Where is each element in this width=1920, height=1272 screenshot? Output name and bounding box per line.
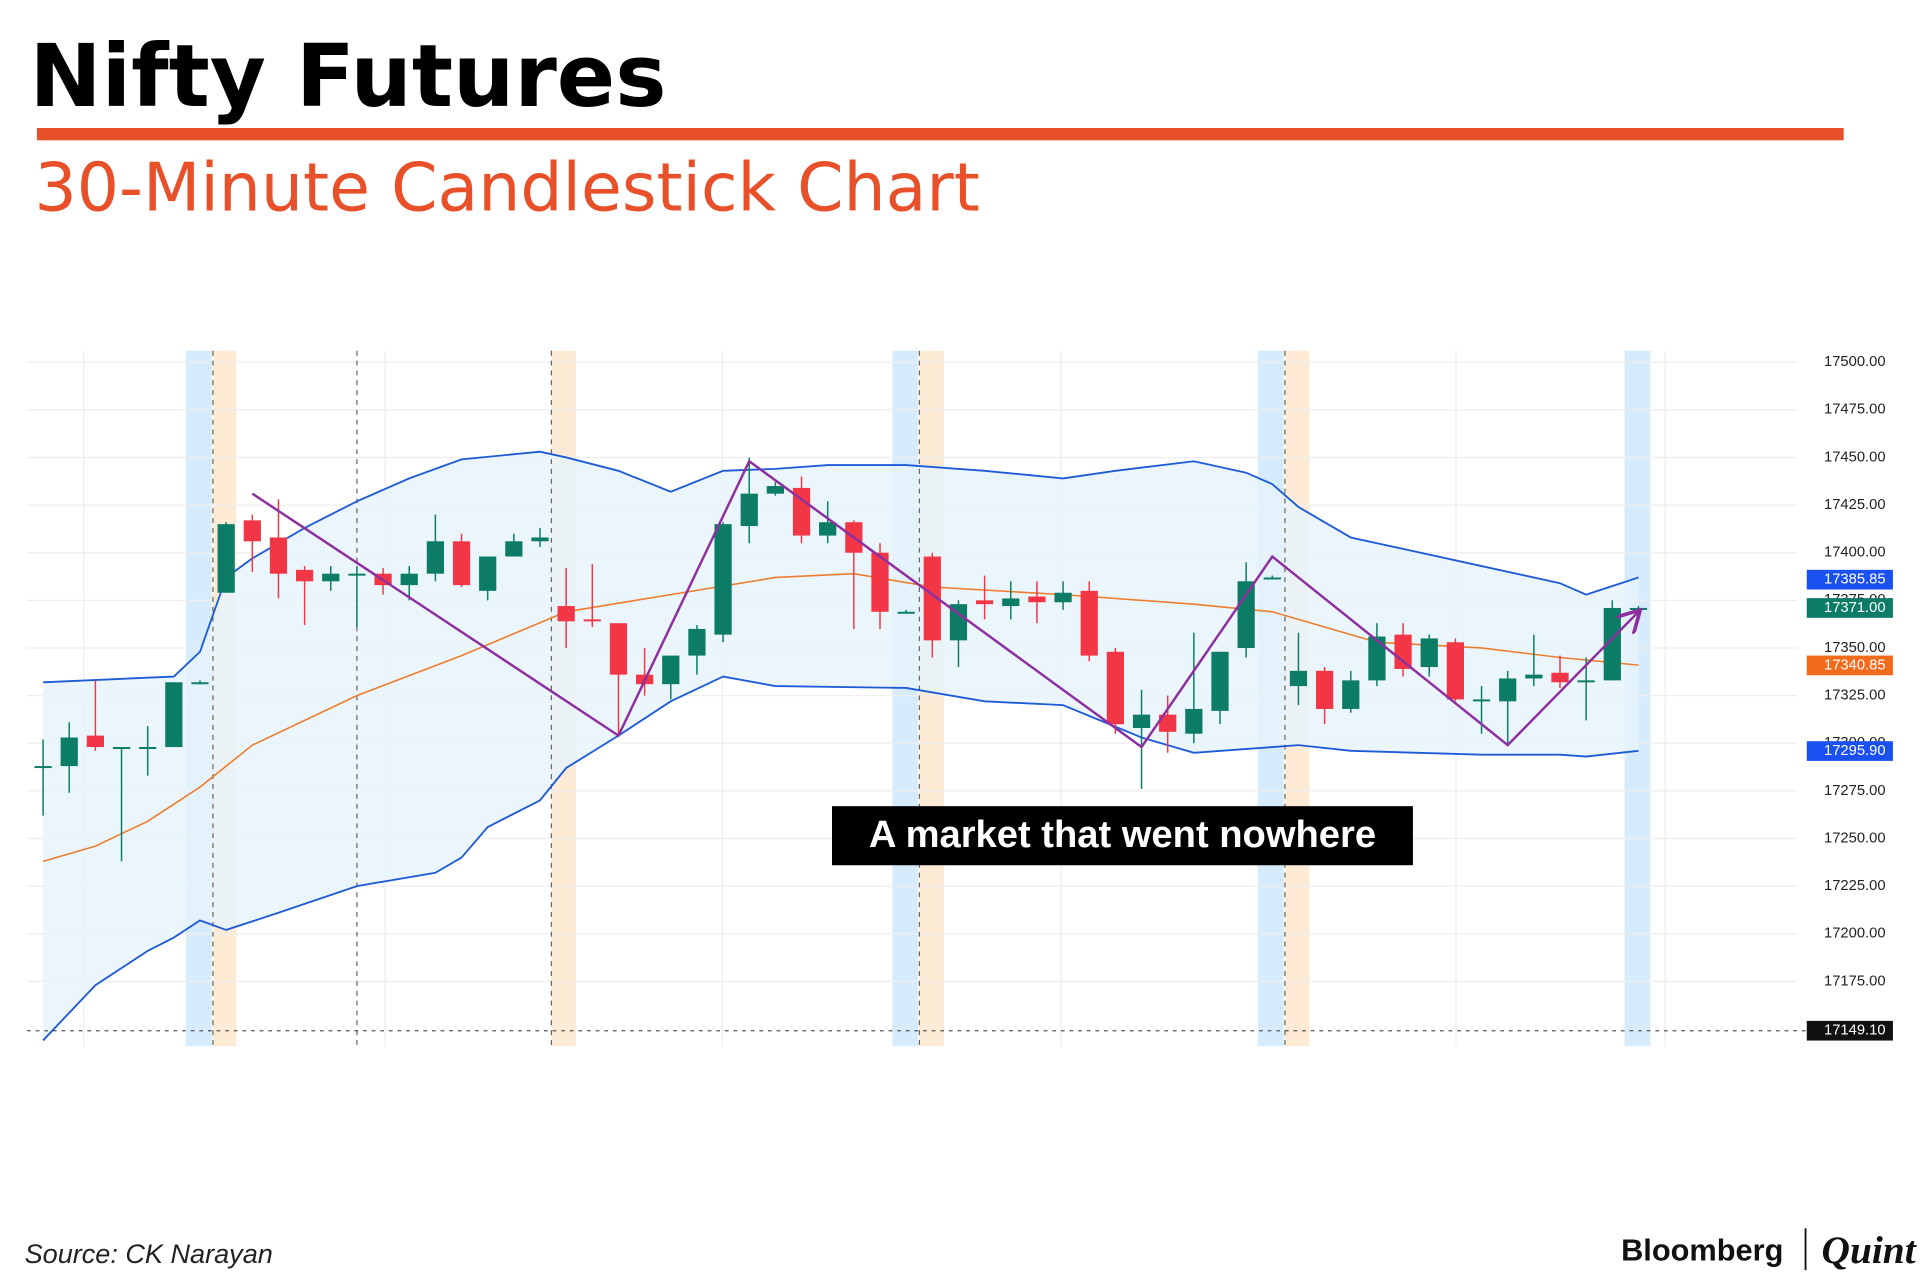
price-tag-label: 17385.85 xyxy=(1824,572,1886,588)
candle-body xyxy=(1420,638,1438,668)
candle-body xyxy=(452,541,471,586)
candle-body xyxy=(688,628,706,656)
price-tag xyxy=(1806,741,1893,761)
annotation-box xyxy=(832,806,1413,866)
candle-body xyxy=(1237,581,1255,648)
candle-body xyxy=(112,747,131,750)
candle-body xyxy=(1472,699,1491,702)
y-tick-label: 17225.00 xyxy=(1824,878,1886,894)
candle-body xyxy=(1106,651,1124,725)
candle-body xyxy=(1054,592,1072,603)
candle-body xyxy=(923,556,941,641)
candle-body xyxy=(479,556,497,591)
candle-body xyxy=(86,735,104,748)
candle-body xyxy=(243,520,261,542)
logo-quint: Quint xyxy=(1822,1228,1917,1272)
subtitle: 30-Minute Candlestick Chart xyxy=(34,148,979,226)
session-shade xyxy=(919,350,944,1047)
candle-body xyxy=(557,606,575,622)
candle-body xyxy=(1394,634,1412,669)
price-tag xyxy=(1806,655,1893,676)
title: Nifty Futures xyxy=(30,27,667,127)
candle-body xyxy=(1316,670,1334,709)
candle-body xyxy=(322,573,340,582)
y-tick-label: 17475.00 xyxy=(1824,402,1886,418)
y-tick-label: 17500.00 xyxy=(1824,354,1886,370)
candle-body xyxy=(609,623,628,675)
session-shade xyxy=(892,350,919,1047)
candle-body xyxy=(1289,670,1308,687)
candle-body xyxy=(1080,590,1098,656)
title-rule xyxy=(36,128,1844,141)
y-tick-label: 17250.00 xyxy=(1824,830,1886,846)
price-tag-label: 17295.90 xyxy=(1824,743,1886,759)
candle-body xyxy=(1185,708,1203,734)
candle-body xyxy=(217,524,235,593)
candle-body xyxy=(1002,598,1020,607)
y-tick-label: 17425.00 xyxy=(1824,497,1886,513)
candle-body xyxy=(191,682,209,685)
candle-body xyxy=(714,524,732,635)
price-tag xyxy=(1806,1020,1893,1041)
y-tick-label: 17400.00 xyxy=(1824,545,1886,561)
candle-body xyxy=(165,682,183,748)
candle-body xyxy=(819,522,837,536)
price-tag-label: 17340.85 xyxy=(1824,657,1886,673)
candle-body xyxy=(60,737,78,767)
y-tick-label: 17275.00 xyxy=(1824,783,1886,799)
candle-body xyxy=(1446,642,1464,700)
bollinger-upper xyxy=(43,450,1639,684)
candle-body xyxy=(871,552,889,612)
candle-body xyxy=(348,573,366,576)
candle-body xyxy=(1551,672,1569,683)
candle-body xyxy=(531,537,549,542)
candle-body xyxy=(1342,680,1360,709)
price-tag-label: 17149.10 xyxy=(1824,1023,1886,1039)
y-tick-label: 17175.00 xyxy=(1824,973,1886,989)
bollinger-lower xyxy=(42,675,1639,1042)
candle-body xyxy=(1499,678,1517,702)
y-tick-label: 17325.00 xyxy=(1824,688,1886,704)
candle-body xyxy=(139,747,157,750)
candle-body xyxy=(1211,651,1229,711)
candle-body xyxy=(740,493,758,527)
candle-body xyxy=(296,569,314,582)
moving-average xyxy=(42,572,1639,863)
candle-body xyxy=(1028,596,1046,603)
candle-body xyxy=(976,600,994,605)
y-tick-label: 17350.00 xyxy=(1824,640,1886,656)
candle-body xyxy=(1159,714,1177,732)
logo-bloomberg: Bloomberg xyxy=(1621,1232,1783,1267)
zigzag xyxy=(251,459,1638,749)
candle-body xyxy=(426,541,444,574)
candle-body xyxy=(1132,714,1151,728)
candle-body xyxy=(897,611,915,614)
price-tag xyxy=(1806,598,1893,618)
candle-body xyxy=(583,619,601,622)
candle-body xyxy=(792,487,811,536)
price-tag xyxy=(1806,569,1893,590)
y-tick-label: 17450.00 xyxy=(1824,449,1886,465)
candle-body xyxy=(505,541,523,557)
y-tick-label: 17200.00 xyxy=(1824,926,1886,942)
candle-body xyxy=(400,573,418,586)
candle-body xyxy=(949,604,968,641)
annotation: A market that went nowhere xyxy=(869,813,1376,856)
candle-body xyxy=(1263,577,1281,580)
candle-body xyxy=(662,655,680,685)
candle-body xyxy=(766,486,784,494)
candle-body xyxy=(1577,680,1595,683)
candle-body xyxy=(34,766,52,769)
plot-area: 17500.00 17475.00 17450.00 17425.00 17400.00… xyxy=(27,350,1893,1047)
candle-body xyxy=(269,537,288,574)
source: Source: CK Narayan xyxy=(25,1238,273,1269)
candle-body xyxy=(1629,607,1648,610)
candle-body xyxy=(1525,674,1543,679)
price-tag-label: 17371.00 xyxy=(1824,600,1886,616)
candle-body xyxy=(1368,636,1386,681)
